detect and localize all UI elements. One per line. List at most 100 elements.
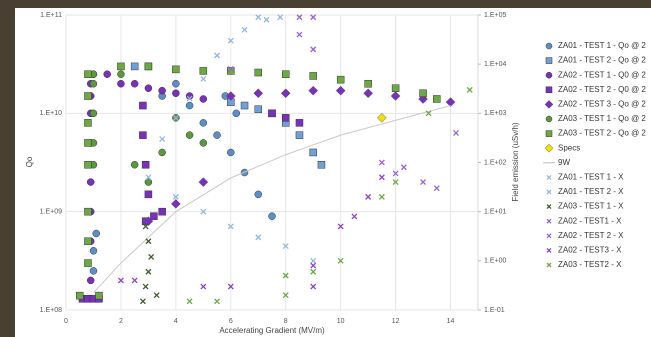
point: [93, 230, 100, 237]
point: [186, 102, 193, 109]
point: [117, 80, 124, 87]
point: [282, 114, 289, 121]
legend-label: ZA01 - TEST 2 - X: [558, 187, 624, 196]
legend-swatch: [546, 131, 552, 137]
point: [365, 80, 372, 87]
x-tick-label: 6: [229, 318, 233, 325]
legend-label: ZA01 - TEST 1 - Qo @ 2: [558, 41, 646, 50]
point: [310, 72, 317, 79]
point: [145, 191, 152, 198]
point: [87, 277, 94, 284]
point: [159, 149, 166, 156]
legend-label: 9W: [558, 158, 570, 167]
legend-label: ZA02 - TEST 2 - Q0 @ 2: [558, 85, 646, 94]
x-tick-label: 2: [119, 318, 123, 325]
legend-label: ZA02 - TEST 2 - X: [558, 231, 624, 240]
point: [145, 85, 152, 92]
point: [296, 132, 303, 139]
x-tick-label: 14: [447, 318, 455, 325]
legend-label: ZA03 - TEST 1 - Qo @ 2: [558, 114, 646, 123]
point: [159, 208, 166, 215]
point: [90, 247, 97, 254]
y-tick-label: 1.E+11: [40, 12, 62, 19]
y2-tick-label: 1.E+05: [484, 12, 506, 19]
point: [84, 161, 91, 168]
y-tick-label: 1.E+09: [40, 209, 62, 216]
y2-tick-label: 1.E+01: [484, 209, 506, 216]
point: [145, 63, 152, 70]
point: [139, 132, 146, 139]
y2-tick-label: 1.E+04: [484, 61, 506, 68]
point: [90, 110, 97, 117]
point: [392, 85, 399, 92]
y-tick-label: 1.E+10: [40, 110, 62, 117]
y-tick-label: 1.E+08: [40, 307, 62, 314]
x-tick-label: 4: [174, 318, 178, 325]
point: [84, 93, 91, 100]
legend-swatch: [546, 58, 552, 64]
page: {"chart_data": { "type": "scatter", "xla…: [0, 0, 651, 337]
point: [117, 63, 124, 70]
y2-axis-title: Field emission (uSv/h): [511, 122, 520, 201]
point: [172, 80, 179, 87]
y2-tick-label: 1.E+00: [484, 258, 506, 265]
x-axis-title: Accelerating Gradient (MV/m): [219, 326, 325, 335]
point: [318, 161, 325, 168]
legend-swatch: [546, 116, 552, 122]
point: [255, 191, 262, 198]
legend-label: ZA03 - TEST 2 - Qo @ 2: [558, 129, 646, 138]
x-tick-label: 0: [64, 318, 68, 325]
y-axis-title: Qo: [25, 156, 34, 167]
legend-label: ZA01 - TEST 2 - Qo @ 2: [558, 56, 646, 65]
point: [131, 63, 138, 70]
chart-background: [15, 8, 651, 337]
point: [269, 110, 276, 117]
point: [95, 292, 102, 299]
point: [139, 102, 146, 109]
legend-swatch: [546, 87, 552, 93]
point: [433, 95, 440, 102]
point: [200, 95, 207, 102]
legend-label: ZA03 - TEST 1 - X: [558, 202, 624, 211]
point: [131, 80, 138, 87]
point: [104, 71, 111, 78]
y2-tick-label: 1.E-01: [484, 307, 505, 314]
x-tick-label: 8: [284, 318, 288, 325]
legend-swatch: [546, 43, 552, 49]
point: [200, 119, 207, 126]
point: [227, 149, 234, 156]
point: [420, 90, 427, 97]
legend-swatch: [546, 72, 552, 78]
point: [282, 71, 289, 78]
point: [142, 161, 149, 168]
legend-label: ZA01 - TEST 1 - X: [558, 173, 624, 182]
point: [214, 132, 221, 139]
x-tick-label: 12: [392, 318, 400, 325]
point: [150, 213, 157, 220]
point: [172, 66, 179, 73]
point: [255, 106, 262, 113]
legend-label: ZA03 - TEST2 - X: [558, 260, 622, 269]
point: [296, 119, 303, 126]
point: [87, 179, 94, 186]
point: [310, 149, 317, 156]
legend-label: ZA02 - TEST 1 - Q0 @ 2: [558, 70, 646, 79]
point: [90, 80, 97, 87]
point: [200, 139, 207, 146]
point: [159, 87, 166, 94]
y2-tick-label: 1.E+02: [484, 159, 506, 166]
y2-tick-label: 1.E+03: [484, 110, 506, 117]
point: [131, 161, 138, 168]
x-tick-label: 10: [337, 318, 345, 325]
point: [84, 119, 91, 126]
point: [255, 69, 262, 76]
point: [186, 132, 193, 139]
legend-label: ZA02 - TEST1 - X: [558, 216, 622, 225]
point: [337, 76, 344, 83]
legend-label: ZA02 - TEST3 - X: [558, 246, 622, 255]
point: [172, 90, 179, 97]
legend-label: Specs: [558, 143, 580, 152]
point: [84, 208, 91, 215]
point: [84, 260, 91, 267]
point: [241, 102, 248, 109]
